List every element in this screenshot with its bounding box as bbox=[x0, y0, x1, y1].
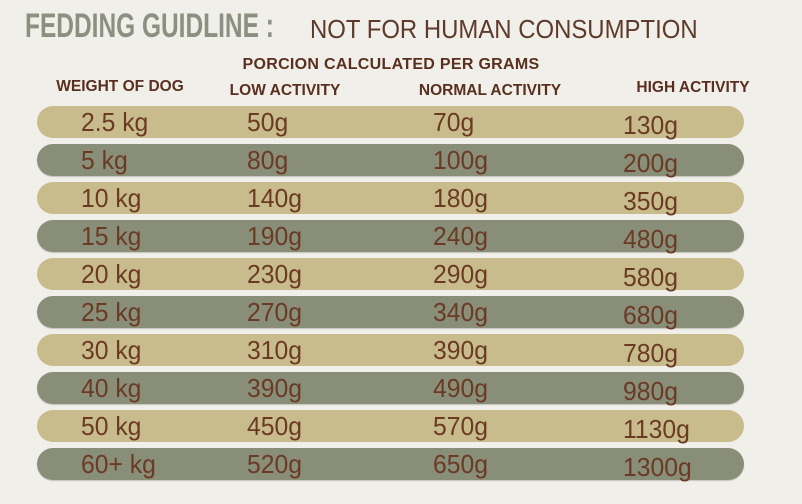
normal-activity-cell: 290g bbox=[433, 259, 488, 289]
low-activity-cell: 390g bbox=[247, 373, 302, 403]
weight-cell: 10 kg bbox=[81, 183, 142, 213]
weight-cell: 25 kg bbox=[81, 297, 142, 327]
table-row: 5 kg 80g 100g 200g bbox=[37, 144, 744, 178]
low-activity-cell: 450g bbox=[247, 411, 302, 441]
weight-cell: 5 kg bbox=[81, 145, 128, 175]
low-activity-cell: 270g bbox=[247, 297, 302, 327]
weight-cell: 40 kg bbox=[81, 373, 142, 403]
column-header-high-activity: HIGH ACTIVITY bbox=[636, 79, 750, 96]
high-activity-cell: 130g bbox=[623, 110, 678, 140]
low-activity-cell: 50g bbox=[247, 107, 289, 137]
warning-text: NOT FOR HUMAN CONSUMPTION bbox=[310, 14, 698, 44]
low-activity-cell: 520g bbox=[247, 449, 302, 479]
table-row: 10 kg 140g 180g 350g bbox=[37, 182, 744, 216]
normal-activity-cell: 490g bbox=[433, 373, 488, 403]
high-activity-cell: 350g bbox=[623, 186, 678, 216]
column-header-weight: WEIGHT OF DOG bbox=[56, 78, 184, 95]
normal-activity-cell: 100g bbox=[433, 145, 488, 175]
table-row: 25 kg 270g 340g 680g bbox=[37, 296, 744, 330]
table-row: 40 kg 390g 490g 980g bbox=[37, 372, 744, 406]
high-activity-cell: 200g bbox=[623, 148, 678, 178]
weight-cell: 2.5 kg bbox=[81, 107, 149, 137]
normal-activity-cell: 70g bbox=[433, 107, 475, 137]
normal-activity-cell: 180g bbox=[433, 183, 488, 213]
high-activity-cell: 1300g bbox=[623, 452, 692, 482]
table-row: 20 kg 230g 290g 580g bbox=[37, 258, 744, 292]
high-activity-cell: 580g bbox=[623, 262, 678, 292]
low-activity-cell: 310g bbox=[247, 335, 302, 365]
table-row: 50 kg 450g 570g 1130g bbox=[37, 410, 744, 444]
high-activity-cell: 980g bbox=[623, 376, 678, 406]
normal-activity-cell: 240g bbox=[433, 221, 488, 251]
high-activity-cell: 680g bbox=[623, 300, 678, 330]
high-activity-cell: 480g bbox=[623, 224, 678, 254]
table-row: 15 kg 190g 240g 480g bbox=[37, 220, 744, 254]
page-title: FEDDING GUIDLINE : bbox=[25, 7, 274, 45]
low-activity-cell: 230g bbox=[247, 259, 302, 289]
normal-activity-cell: 390g bbox=[433, 335, 488, 365]
low-activity-cell: 190g bbox=[247, 221, 302, 251]
normal-activity-cell: 570g bbox=[433, 411, 488, 441]
low-activity-cell: 80g bbox=[247, 145, 289, 175]
low-activity-cell: 140g bbox=[247, 183, 302, 213]
weight-cell: 60+ kg bbox=[81, 449, 156, 479]
normal-activity-cell: 340g bbox=[433, 297, 488, 327]
column-header-low-activity: LOW ACTIVITY bbox=[229, 82, 341, 99]
high-activity-cell: 780g bbox=[623, 338, 678, 368]
weight-cell: 30 kg bbox=[81, 335, 142, 365]
table-subtitle: PORCION CALCULATED PER GRAMS bbox=[242, 56, 540, 73]
table-row: 30 kg 310g 390g 780g bbox=[37, 334, 744, 368]
feeding-table: 2.5 kg 50g 70g 130g 5 kg 80g 100g 200g 1… bbox=[37, 106, 744, 486]
table-row: 60+ kg 520g 650g 1300g bbox=[37, 448, 744, 482]
table-row: 2.5 kg 50g 70g 130g bbox=[37, 106, 744, 140]
high-activity-cell: 1130g bbox=[623, 414, 690, 444]
column-header-normal-activity: NORMAL ACTIVITY bbox=[418, 82, 562, 99]
weight-cell: 15 kg bbox=[81, 221, 142, 251]
weight-cell: 50 kg bbox=[81, 411, 142, 441]
normal-activity-cell: 650g bbox=[433, 449, 488, 479]
weight-cell: 20 kg bbox=[81, 259, 142, 289]
